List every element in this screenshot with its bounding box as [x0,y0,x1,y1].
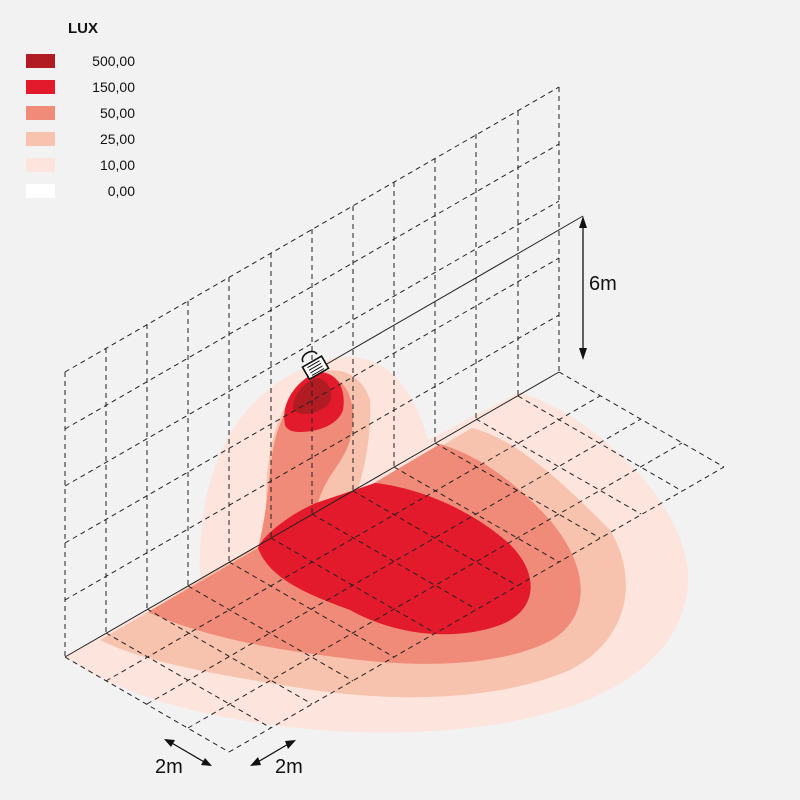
legend-item: 150,00 [26,74,146,100]
legend-label: 25,00 [99,131,135,147]
legend-label: 0,00 [107,183,135,199]
illuminance-zones [65,356,689,733]
grid-y-dimension [250,740,296,766]
legend-swatch-150 [26,80,55,94]
legend-item: 500,00 [26,48,146,74]
legend-item: 25,00 [26,126,146,152]
height-dimension [579,216,587,360]
lux-legend: LUX 500,00 150,00 50,00 25,00 10,00 0,00 [26,20,146,204]
grid-x-dimension [164,739,212,766]
reference-lines [64,215,584,658]
legend-swatch-0 [26,184,55,198]
legend-label: 500,00 [92,53,135,69]
grid-y-label: 2m [275,756,303,778]
wall-grid [64,86,560,657]
zone-150-lux [258,372,531,635]
legend-item: 50,00 [26,100,146,126]
legend-label: 50,00 [99,105,135,121]
mounting-height-line [312,215,584,373]
legend-item: 0,00 [26,178,146,204]
floor-baseline [64,371,560,658]
legend-swatch-50 [26,106,55,120]
legend-label: 150,00 [92,79,135,95]
legend-swatch-25 [26,132,55,146]
legend-swatch-500 [26,54,55,68]
grid-x-label: 2m [155,756,183,778]
height-label: 6m [589,273,617,295]
legend-title: LUX [68,20,98,37]
floodlight-icon [301,350,330,381]
legend-item: 10,00 [26,152,146,178]
legend-label: 10,00 [99,157,135,173]
legend-swatch-10 [26,158,55,172]
floor-grid [64,371,725,753]
